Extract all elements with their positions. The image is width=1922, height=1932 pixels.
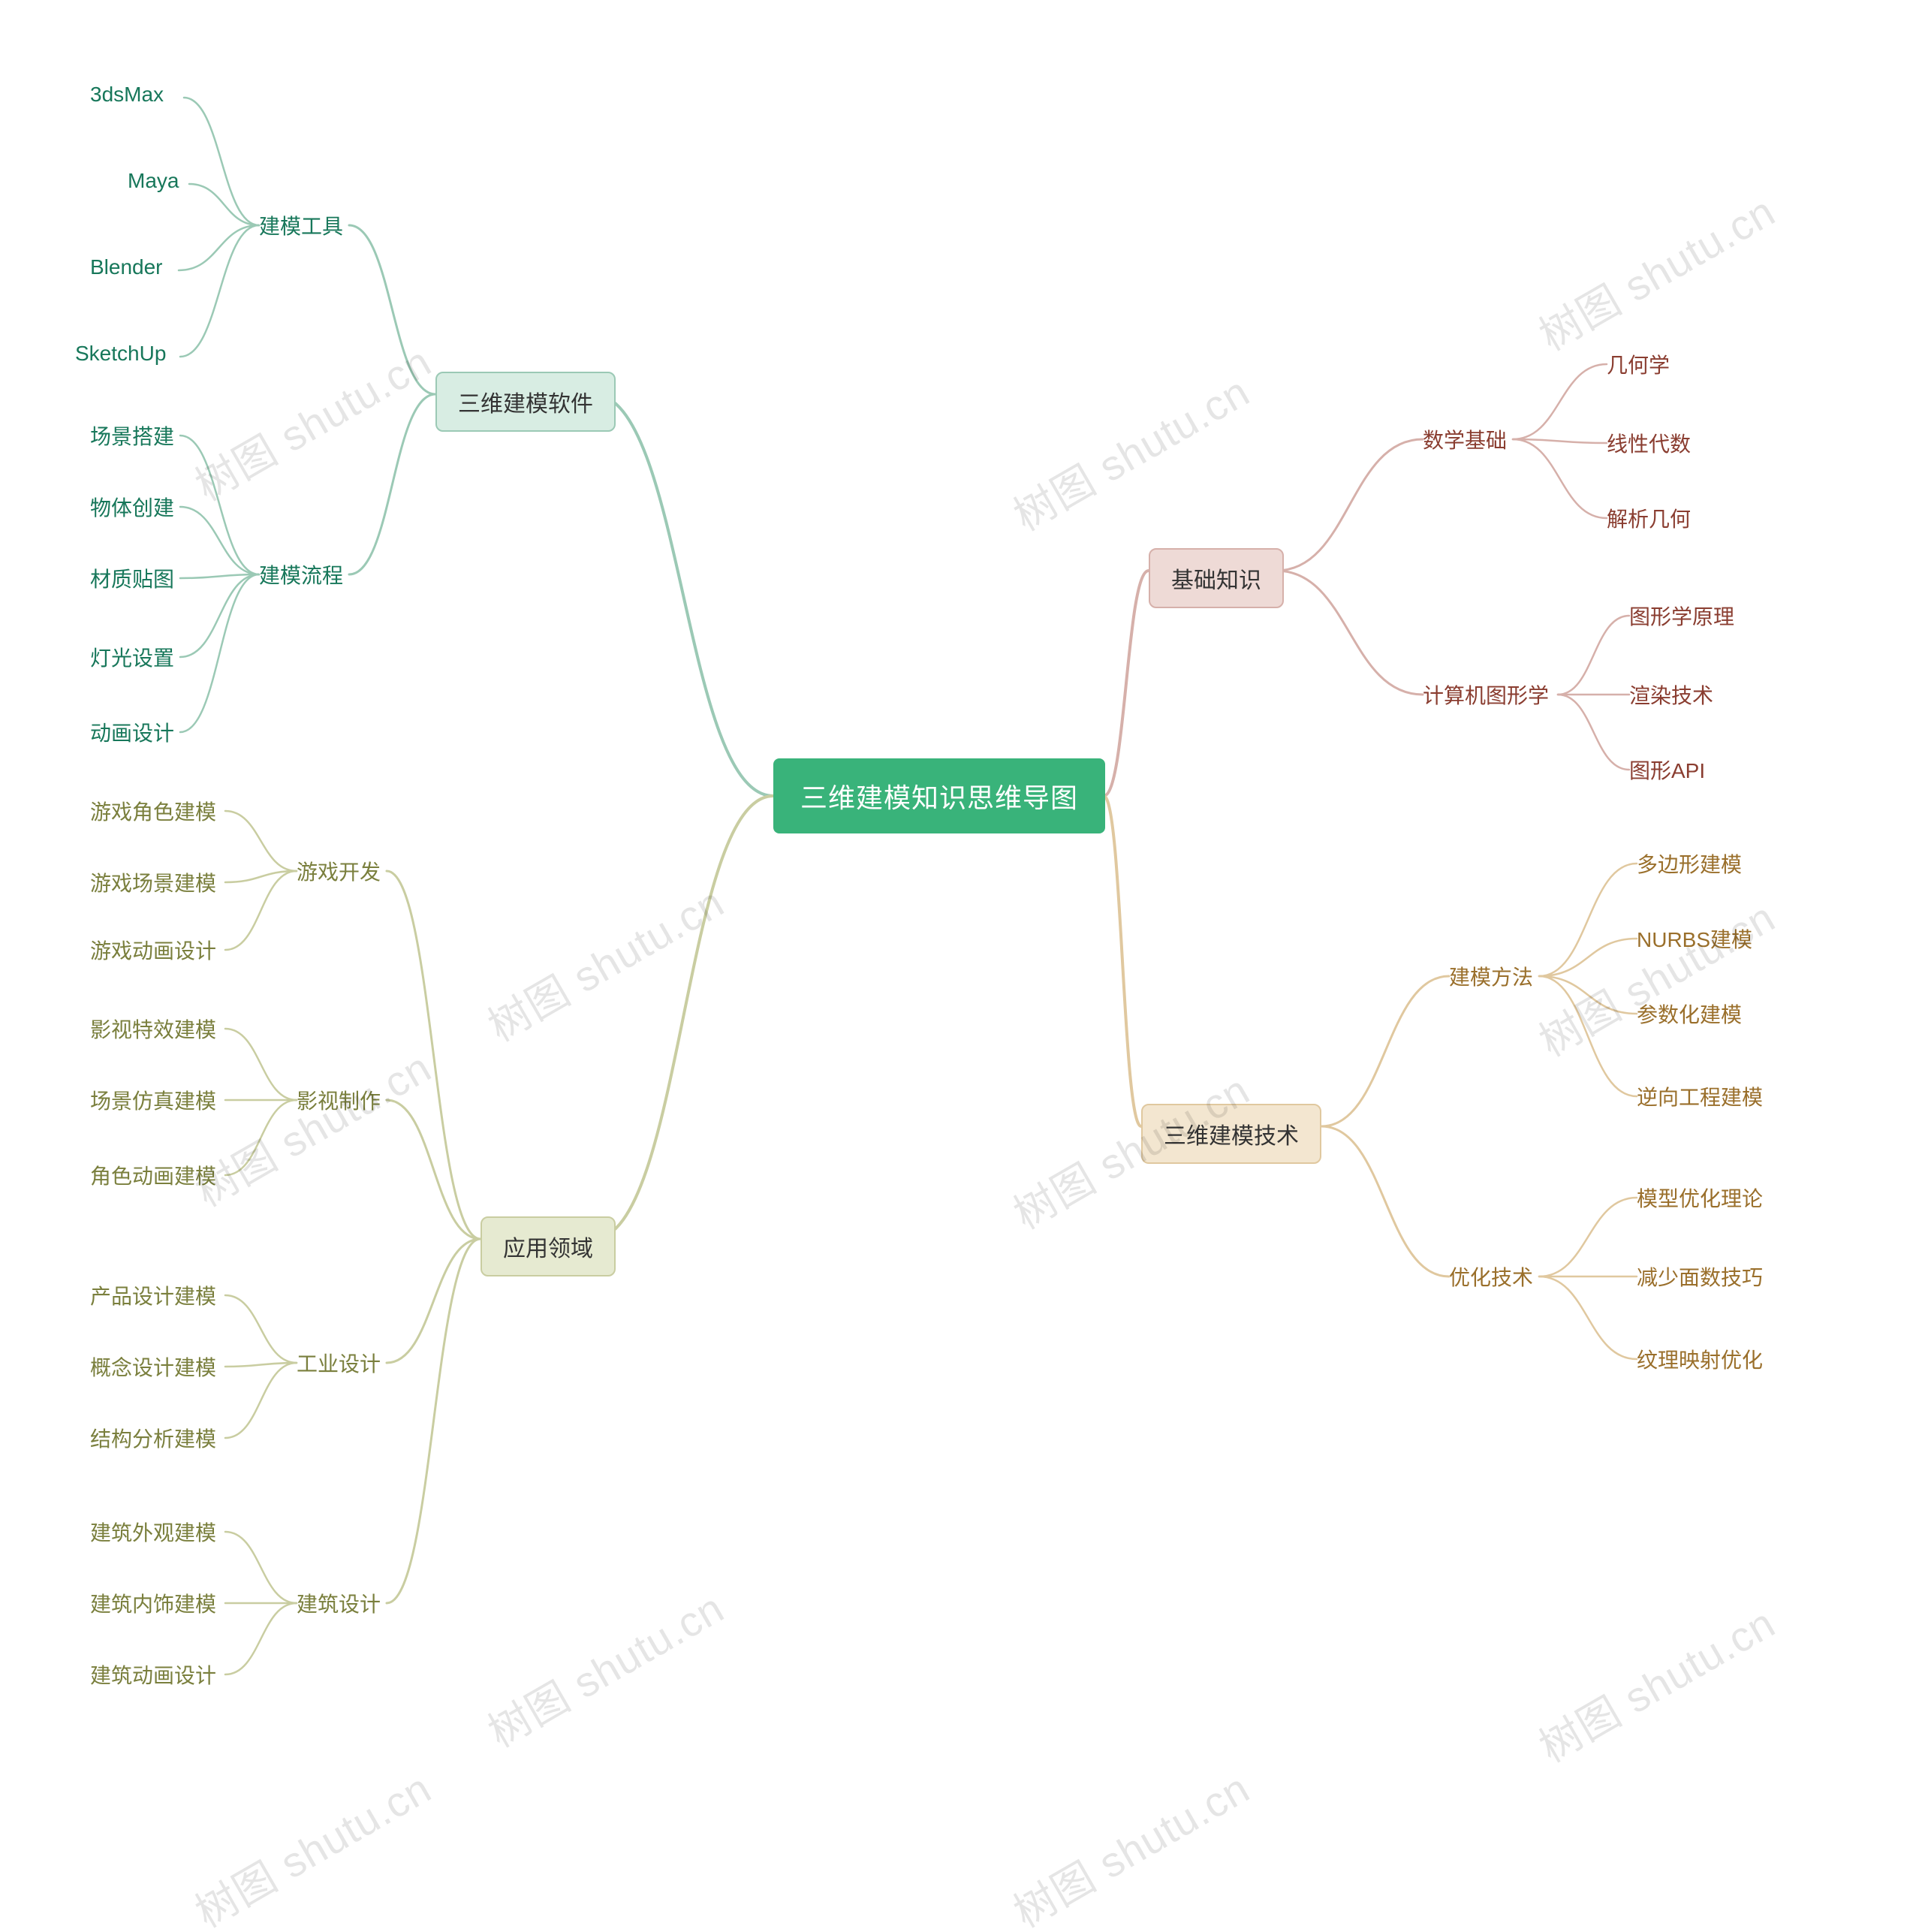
leaf-application: 建筑外观建模: [90, 1517, 216, 1547]
sub-application: 工业设计: [297, 1348, 381, 1378]
leaf-software: 动画设计: [90, 717, 174, 747]
sub-basics: 数学基础: [1423, 424, 1507, 454]
sub-application: 建筑设计: [297, 1588, 381, 1618]
mindmap-edges: [0, 0, 1922, 1932]
sub-software: 建模工具: [259, 210, 343, 240]
leaf-tech: 多边形建模: [1637, 848, 1742, 879]
leaf-application: 游戏场景建模: [90, 867, 216, 897]
leaf-application: 建筑内饰建模: [90, 1588, 216, 1618]
leaf-software: Maya: [128, 169, 179, 193]
sub-application: 游戏开发: [297, 856, 381, 886]
leaf-basics: 解析几何: [1607, 503, 1691, 533]
leaf-application: 结构分析建模: [90, 1423, 216, 1453]
leaf-software: 场景搭建: [90, 420, 174, 451]
leaf-application: 影视特效建模: [90, 1014, 216, 1044]
leaf-tech: 参数化建模: [1637, 999, 1742, 1029]
leaf-tech: 逆向工程建模: [1637, 1081, 1763, 1111]
leaf-software: 材质贴图: [90, 563, 174, 593]
leaf-tech: 纹理映射优化: [1637, 1344, 1763, 1374]
leaf-tech: NURBS建模: [1637, 924, 1752, 954]
leaf-basics: 几何学: [1607, 349, 1670, 379]
sub-tech: 优化技术: [1449, 1261, 1533, 1292]
leaf-basics: 图形学原理: [1629, 601, 1734, 631]
leaf-application: 概念设计建模: [90, 1352, 216, 1382]
branch-software: 三维建模软件: [435, 372, 616, 432]
leaf-software: 3dsMax: [90, 83, 164, 107]
leaf-application: 建筑动画设计: [90, 1659, 216, 1689]
leaf-application: 游戏动画设计: [90, 935, 216, 965]
sub-basics: 计算机图形学: [1423, 680, 1549, 710]
sub-application: 影视制作: [297, 1085, 381, 1115]
leaf-software: 物体创建: [90, 492, 174, 522]
leaf-tech: 减少面数技巧: [1637, 1261, 1763, 1292]
leaf-application: 游戏角色建模: [90, 796, 216, 826]
root-node: 三维建模知识思维导图: [773, 758, 1105, 833]
sub-tech: 建模方法: [1449, 961, 1533, 991]
leaf-basics: 图形API: [1629, 755, 1705, 785]
branch-basics: 基础知识: [1149, 548, 1284, 608]
leaf-tech: 模型优化理论: [1637, 1183, 1763, 1213]
branch-tech: 三维建模技术: [1141, 1104, 1321, 1164]
leaf-basics: 线性代数: [1607, 428, 1691, 458]
sub-software: 建模流程: [259, 559, 343, 589]
leaf-software: SketchUp: [75, 342, 166, 366]
leaf-basics: 渲染技术: [1629, 680, 1713, 710]
leaf-application: 场景仿真建模: [90, 1085, 216, 1115]
branch-application: 应用领域: [480, 1216, 616, 1276]
leaf-application: 产品设计建模: [90, 1280, 216, 1310]
leaf-software: Blender: [90, 255, 163, 279]
leaf-application: 角色动画建模: [90, 1160, 216, 1190]
leaf-software: 灯光设置: [90, 642, 174, 672]
